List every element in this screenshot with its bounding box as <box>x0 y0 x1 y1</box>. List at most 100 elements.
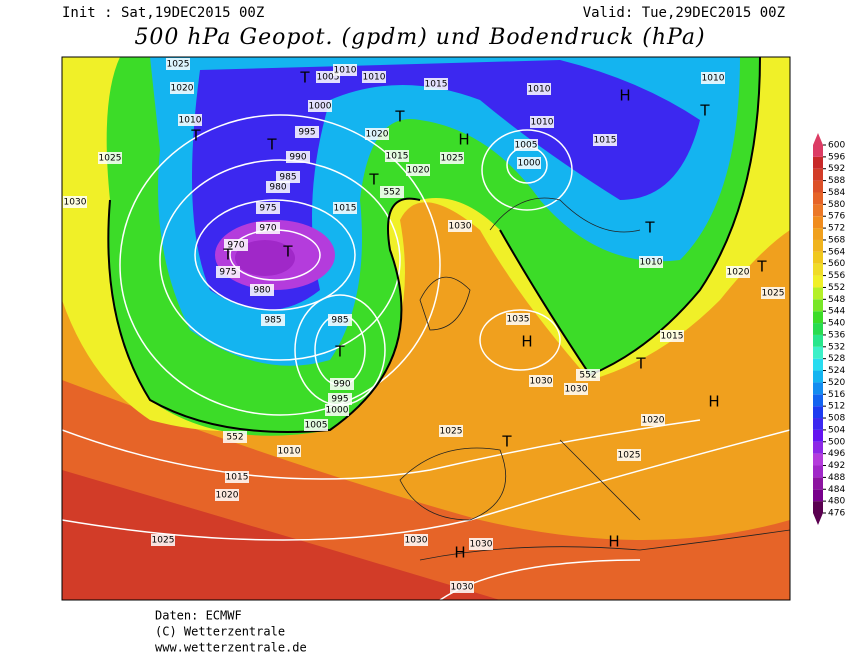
colorbar-band <box>813 501 823 513</box>
colorbar-tick-label: 524 <box>828 366 845 376</box>
isobar-label-bg <box>660 330 684 342</box>
colorbar-tick-label: 588 <box>828 176 845 186</box>
isobar-label-bg <box>256 222 280 234</box>
isobar-label-bg <box>223 431 247 443</box>
colorbar-band <box>813 180 823 193</box>
isobar-label: 1010 <box>702 74 725 84</box>
isobar-label: 990 <box>289 153 306 163</box>
isobar-label-bg <box>530 116 554 128</box>
colorbar-tick-label: 556 <box>828 271 845 281</box>
isobar-label-bg <box>439 425 463 437</box>
isobar-label-bg <box>564 383 588 395</box>
isobar-label-bg <box>593 134 617 146</box>
isobar-label: 1020 <box>366 130 389 140</box>
isobar-label-bg <box>333 64 357 76</box>
isobar-label: 980 <box>253 286 270 296</box>
isobar-label: 1015 <box>594 136 617 146</box>
colorbar-band <box>813 287 823 300</box>
colorbar-tick-label: 500 <box>828 437 845 447</box>
isobar-label: 1025 <box>99 154 122 164</box>
colorbar-tick-label: 564 <box>828 247 845 257</box>
isobar-label-bg <box>330 378 354 390</box>
pressure-center: T <box>222 246 233 264</box>
colorbar-tick-label: 600 <box>828 141 845 151</box>
isobar-label: 1010 <box>528 85 551 95</box>
isobar-label: 1035 <box>507 315 530 325</box>
isobar-label-bg <box>216 266 240 278</box>
field-504 <box>192 60 700 310</box>
colorbar-arrow-top <box>813 133 823 145</box>
isobar-label-bg <box>98 152 122 164</box>
colorbar-tick-label: 480 <box>828 497 845 507</box>
isobar-label: 1010 <box>640 258 663 268</box>
isobar-label: 1030 <box>451 583 474 593</box>
isobar-label: 1030 <box>449 222 472 232</box>
isobar-label-bg <box>424 78 448 90</box>
colorbar-tick-label: 532 <box>828 342 845 352</box>
colorbar-band <box>813 168 823 181</box>
isobar-label: 995 <box>298 128 315 138</box>
isobar-label-bg <box>639 256 663 268</box>
isobar-label: 970 <box>227 241 244 251</box>
pressure-center: T <box>334 343 345 361</box>
isobar-label: 1010 <box>179 116 202 126</box>
colorbar-tick-label: 488 <box>828 473 845 483</box>
colorbar-band <box>813 382 823 395</box>
isobar-label: 1005 <box>317 73 340 83</box>
isobar-label-bg <box>250 284 274 296</box>
isobar-label: 1020 <box>407 166 430 176</box>
isobar-label: 990 <box>333 380 350 390</box>
isobar-label-bg <box>617 449 641 461</box>
isobar-label-bg <box>256 202 280 214</box>
isobar-label: 552 <box>383 188 400 198</box>
pressure-center: H <box>458 131 469 149</box>
isobar-label: 1015 <box>334 204 357 214</box>
pressure-center: T <box>699 102 710 120</box>
colorbar-tick-label: 528 <box>828 354 845 364</box>
isobar-label: 1025 <box>762 289 785 299</box>
pressure-center: H <box>608 533 619 551</box>
colorbar-band <box>813 477 823 490</box>
isobar-label-bg <box>295 126 319 138</box>
colorbar-tick-label: 496 <box>828 449 845 459</box>
isobar-label: 1015 <box>661 332 684 342</box>
isobar-label-bg <box>325 404 349 416</box>
isobar-label-bg <box>576 369 600 381</box>
colorbar-tick-label: 512 <box>828 402 845 412</box>
isobar-label-bg <box>170 82 194 94</box>
isobar-label: 1010 <box>363 73 386 83</box>
isobar-label-bg <box>304 419 328 431</box>
isobar-label-bg <box>469 538 493 550</box>
pressure-center: T <box>501 433 512 451</box>
colorbar-arrow-bottom <box>813 513 823 525</box>
isobar-label-bg <box>266 181 290 193</box>
isobar-label-bg <box>761 287 785 299</box>
isobar-label-bg <box>365 128 389 140</box>
pressure-center: T <box>635 355 646 373</box>
colorbar-band <box>813 358 823 371</box>
colorbar-tick-label: 484 <box>828 485 845 495</box>
colorbar-tick-label: 560 <box>828 259 845 269</box>
isobar-label-bg <box>277 445 301 457</box>
isobar-label-bg <box>178 114 202 126</box>
isobar-label-bg <box>527 83 551 95</box>
footer-url: www.wetterzentrale.de <box>155 641 307 655</box>
colorbar-band <box>813 204 823 217</box>
colorbar-band <box>813 418 823 430</box>
colorbar-tick-label: 552 <box>828 283 845 293</box>
map-field <box>62 57 790 600</box>
colorbar-band <box>813 192 823 205</box>
isobar-label: 1025 <box>440 427 463 437</box>
colorbar-band <box>813 263 823 276</box>
pressure-center: T <box>756 258 767 276</box>
isobar-label: 1025 <box>152 536 175 546</box>
isobar-label-bg <box>440 152 464 164</box>
colorbar-tick-label: 584 <box>828 188 845 198</box>
isobar-label-bg <box>286 151 310 163</box>
isobar-label: 1010 <box>334 66 357 76</box>
isobar-label: 1025 <box>167 60 190 70</box>
colorbar-tick-label: 504 <box>828 425 845 435</box>
colorbar-band <box>813 251 823 264</box>
